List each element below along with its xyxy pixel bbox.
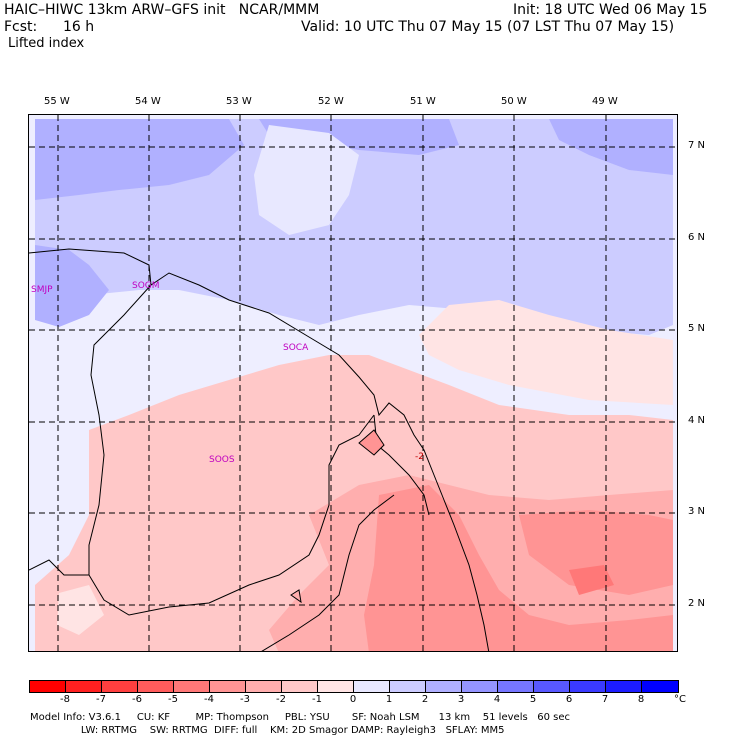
colorbar-cell: [390, 681, 426, 692]
lat-label-5n: 5 N: [688, 323, 706, 334]
lat-label-2n: 2 N: [688, 598, 706, 609]
colorbar-label: -1: [312, 694, 322, 705]
colorbar-cell: [426, 681, 462, 692]
lifted-index-map: SMJP SOGM SOCA SOOS -2: [29, 115, 677, 651]
coastlines-borders: [29, 248, 490, 651]
colorbar-cell: [498, 681, 534, 692]
init-time: Init: 18 UTC Wed 06 May 15: [513, 2, 708, 18]
forecast-label: Fcst:: [4, 19, 38, 35]
colorbar-cell: [138, 681, 174, 692]
lon-label-52w: 52 W: [318, 96, 344, 107]
field-white-1: [254, 125, 359, 235]
colorbar-cell: [246, 681, 282, 692]
forecast-hour: 16 h: [63, 19, 95, 35]
station-soca: SOCA: [283, 343, 309, 353]
field-blue-dark-4: [35, 245, 109, 327]
field-name: Lifted index: [8, 36, 85, 51]
colorbar-cell: [642, 681, 678, 692]
lat-label-4n: 4 N: [688, 415, 706, 426]
colorbar-cell: [606, 681, 642, 692]
colorbar-cell: [534, 681, 570, 692]
lat-label-6n: 6 N: [688, 232, 706, 243]
colorbar-label: 8: [637, 694, 645, 705]
lat-label-7n: 7 N: [688, 140, 706, 151]
colorbar-cell: [102, 681, 138, 692]
colorbar-label: -3: [240, 694, 250, 705]
colorbar-label: -7: [96, 694, 106, 705]
colorbar-cell: [282, 681, 318, 692]
colorbar-label: 5: [529, 694, 537, 705]
west-border: [29, 559, 89, 576]
valid-time: Valid: 10 UTC Thu 07 May 15 (07 LST Thu …: [301, 19, 675, 35]
colorbar-label: 7: [601, 694, 609, 705]
colorbar-label: 0: [349, 694, 357, 705]
model-info-line2: LW: RRTMG SW: RRTMG DIFF: full KM: 2D Sm…: [30, 725, 505, 736]
colorbar-cell: [570, 681, 606, 692]
graticule: [29, 115, 677, 651]
colorbar-label: -6: [132, 694, 142, 705]
colorbar-cell: [66, 681, 102, 692]
lat-label-3n: 3 N: [688, 506, 706, 517]
contour-label: -2: [415, 452, 424, 462]
lon-label-51w: 51 W: [410, 96, 436, 107]
colorbar-cell: [210, 681, 246, 692]
lon-label-50w: 50 W: [501, 96, 527, 107]
colorbar-label: -5: [168, 694, 178, 705]
colorbar-cell: [354, 681, 390, 692]
lon-label-54w: 54 W: [135, 96, 161, 107]
colorbar-label: 3: [457, 694, 465, 705]
model-title: HAIC–HIWC 13km ARW–GFS init NCAR/MMM: [4, 2, 320, 18]
colorbar-label: 6: [565, 694, 573, 705]
suriname-border: [88, 284, 375, 616]
colorbar-cell: [462, 681, 498, 692]
model-info-line1: Model Info: V3.6.1 CU: KF MP: Thompson P…: [30, 712, 570, 723]
lon-label-49w: 49 W: [592, 96, 618, 107]
map-panel: SMJP SOGM SOCA SOOS -2: [28, 114, 678, 652]
field-blue-dark-1: [35, 119, 244, 200]
colorbar-label: -4: [204, 694, 214, 705]
field-white-island-1: [57, 585, 104, 635]
field-white-2: [419, 300, 673, 405]
colorbar-cell: [30, 681, 66, 692]
south-border: [261, 494, 395, 651]
colorbar-cell: [174, 681, 210, 692]
colorbar-label: -8: [60, 694, 70, 705]
station-soos: SOOS: [209, 455, 235, 465]
station-sogm: SOGM: [132, 281, 160, 291]
colorbar-label: 2: [421, 694, 429, 705]
island-shape: [358, 429, 385, 456]
colorbar-label: 4: [493, 694, 501, 705]
colorbar-label: -2: [276, 694, 286, 705]
station-smjp: SMJP: [31, 285, 53, 295]
field-blue-dark-2: [259, 119, 459, 155]
lon-label-53w: 53 W: [226, 96, 252, 107]
colorbar: [29, 680, 679, 693]
field-red-east: [519, 510, 673, 595]
colorbar-label: 1: [385, 694, 393, 705]
lon-label-55w: 55 W: [44, 96, 70, 107]
field-red-core: [364, 485, 673, 651]
colorbar-unit: °C: [674, 694, 686, 705]
field-red-cell: [569, 565, 614, 595]
small-cell: [290, 589, 302, 604]
colorbar-cell: [318, 681, 354, 692]
